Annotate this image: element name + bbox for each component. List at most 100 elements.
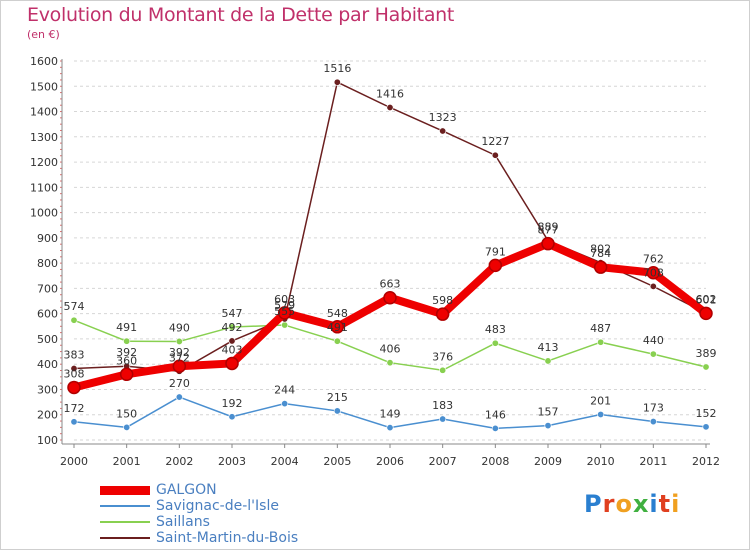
data-label: 413 [538,341,559,354]
data-label: 877 [538,224,559,237]
data-label: 360 [116,354,137,367]
data-label: 1416 [376,87,404,100]
data-label: 1323 [429,111,457,124]
data-point [70,364,78,372]
y-tick-label: 1200 [30,156,58,169]
data-point [702,363,710,371]
data-label: 192 [222,397,243,410]
x-tick-label: 2007 [429,455,457,468]
data-point [649,418,657,426]
y-tick-label: 900 [37,232,58,245]
legend-label: Saillans [156,514,210,530]
legend-label: Saint-Martin-du-Bois [156,530,299,546]
data-point [333,407,341,415]
y-tick-label: 700 [37,282,58,295]
y-tick-label: 100 [37,434,58,447]
data-label: 784 [590,247,611,260]
y-tick-label: 1400 [30,106,58,119]
data-point [175,337,183,345]
data-label: 376 [432,350,453,363]
data-label: 603 [274,293,295,306]
data-label: 492 [222,321,243,334]
data-point [439,127,447,135]
data-label: 708 [643,266,664,279]
data-label: 601 [696,293,717,306]
x-tick-label: 2001 [113,455,141,468]
legend-swatch [100,505,150,507]
data-label: 548 [327,307,348,320]
logo-letter: P [584,490,603,518]
data-label: 383 [64,348,85,361]
data-label: 157 [538,406,559,419]
data-label: 173 [643,402,664,415]
data-point [491,424,499,432]
y-tick-label: 400 [37,358,58,371]
y-tick-label: 200 [37,409,58,422]
data-point [386,359,394,367]
data-point [702,423,710,431]
data-label: 1516 [323,62,351,75]
data-point [597,338,605,346]
data-point [333,78,341,86]
data-point [70,418,78,426]
data-label: 802 [590,243,611,256]
data-label: 308 [64,367,85,380]
logo-letter: o [615,490,633,518]
data-point [491,151,499,159]
data-point [597,410,605,418]
data-label: 372 [169,351,190,364]
chart-title: Evolution du Montant de la Dette par Hab… [27,4,455,26]
data-label: 1227 [481,135,509,148]
y-tick-label: 800 [37,257,58,270]
data-label: 491 [327,321,348,334]
data-point [439,366,447,374]
x-tick-label: 2008 [481,455,509,468]
data-label: 146 [485,408,506,421]
data-label: 490 [169,321,190,334]
y-tick-label: 500 [37,333,58,346]
legend-label: GALGON [156,482,217,498]
chart-legend: GALGON Savignac-de-l'Isle Saillans Saint-Ma… [100,482,400,546]
data-point [70,316,78,324]
y-tick-label: 1500 [30,80,58,93]
y-tick-label: 300 [37,383,58,396]
data-label: 215 [327,391,348,404]
data-point [386,424,394,432]
data-point [646,265,661,280]
data-point [277,306,292,320]
data-point [544,422,552,430]
data-point [541,236,555,251]
data-point [228,413,236,421]
x-tick-label: 2006 [376,455,404,468]
data-label: 149 [380,408,401,421]
data-point [593,260,608,274]
proxiti-logo: Proxiti [584,490,680,518]
data-point [330,320,345,334]
data-label: 889 [538,221,559,234]
data-label: 547 [222,307,243,320]
data-label: 392 [169,346,190,359]
data-label: 183 [432,399,453,412]
data-point [649,350,657,358]
data-point [228,323,236,331]
data-label: 491 [116,321,137,334]
legend-swatch [100,485,150,495]
data-label: 150 [116,407,137,420]
legend-item: Savignac-de-l'Isle [100,498,400,514]
logo-letter: i [649,490,659,518]
data-label: 403 [222,343,243,356]
legend-label: Savignac-de-l'Isle [156,498,279,514]
legend-swatch [100,537,150,539]
data-label: 487 [590,322,611,335]
y-tick-label: 600 [37,308,58,321]
y-tick-label: 1300 [30,131,58,144]
data-point [439,415,447,423]
data-label: 440 [643,334,664,347]
data-point [119,367,134,382]
data-point [435,307,450,321]
data-label: 270 [169,377,190,390]
data-point [386,103,394,111]
data-point [175,393,183,401]
x-tick-label: 2003 [218,455,246,468]
